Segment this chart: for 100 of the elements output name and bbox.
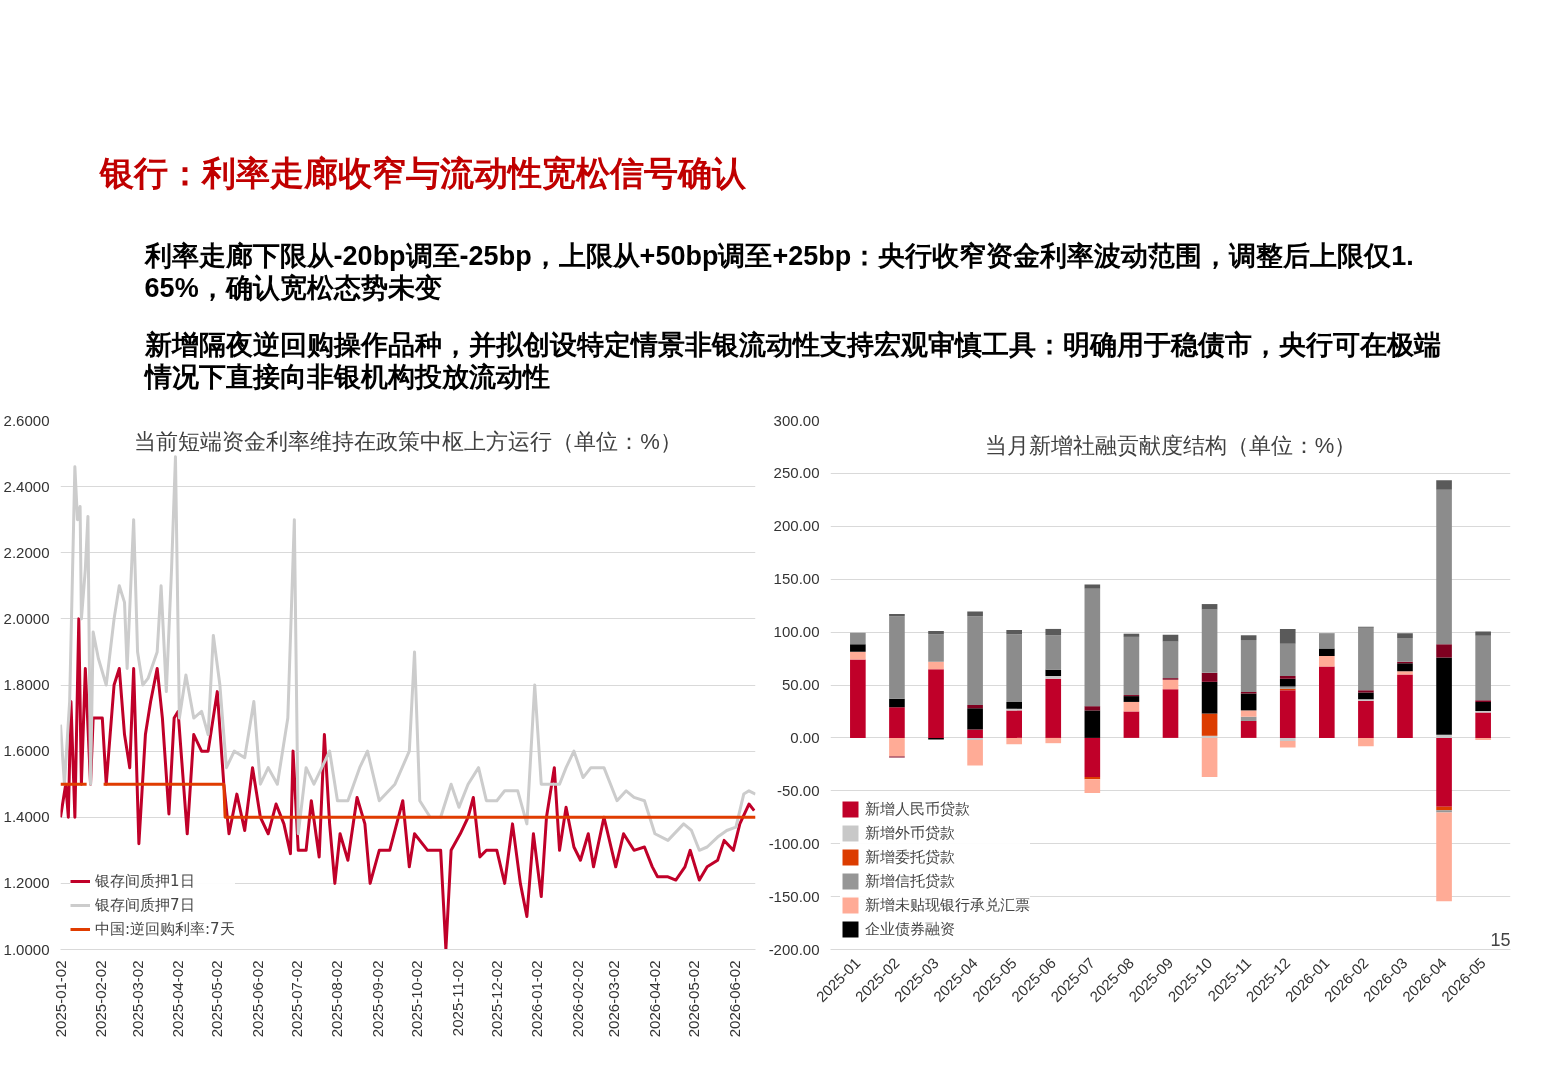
bar xyxy=(889,698,905,708)
bar xyxy=(967,616,983,706)
bar xyxy=(1279,676,1296,679)
bar xyxy=(1123,633,1140,637)
bar xyxy=(1358,627,1374,691)
x-tick-label: 2025-09-02 xyxy=(368,960,386,1038)
bar xyxy=(1084,779,1101,793)
x-tick-label: 2026-02-02 xyxy=(568,960,586,1038)
y-tick-label: -200.00 xyxy=(768,940,820,958)
x-tick-label: 2025-02-02 xyxy=(92,960,109,1038)
bar xyxy=(1319,666,1335,738)
bar xyxy=(1045,628,1062,636)
x-tick-label: 2025-04-02 xyxy=(169,960,187,1038)
bar xyxy=(1319,633,1335,649)
text: 银行：利率走廊收窄与流动性宽松信号确认 xyxy=(97,154,747,193)
bar xyxy=(850,659,866,738)
bar xyxy=(1006,710,1022,738)
bar xyxy=(1084,777,1101,780)
bar xyxy=(1240,693,1257,711)
bar xyxy=(1358,692,1374,700)
bar xyxy=(1045,737,1062,744)
bar xyxy=(1201,713,1218,736)
x-tick-label: 2026-04-02 xyxy=(645,960,663,1038)
bar xyxy=(1436,737,1452,807)
bar xyxy=(1240,710,1257,717)
bar xyxy=(1045,678,1062,738)
x-tick-label: 2026-03-02 xyxy=(605,960,623,1038)
bar xyxy=(850,651,866,660)
x-tick-label: 2026-06-02 xyxy=(725,960,743,1038)
bar xyxy=(928,634,944,662)
y-tick-label: 0.00 xyxy=(790,728,820,746)
legend-label: 银存间质押7日 xyxy=(95,895,195,915)
bar xyxy=(1436,812,1452,902)
line-series xyxy=(60,455,756,852)
bar xyxy=(1358,700,1374,738)
bar xyxy=(1475,712,1491,738)
bar xyxy=(1123,636,1140,696)
bar xyxy=(1475,631,1491,636)
y-tick-label: 50.00 xyxy=(781,676,820,693)
legend-label: 新增委托贷款 xyxy=(865,847,955,867)
bar xyxy=(1084,706,1101,711)
bar xyxy=(1279,628,1296,644)
bar xyxy=(928,661,944,670)
y-tick-label: 2.2000 xyxy=(3,543,50,561)
bar xyxy=(1162,634,1179,642)
bar xyxy=(1201,604,1218,610)
x-tick-label: 2025-08-02 xyxy=(328,960,346,1038)
legend-label: 新增未贴现银行承兑汇票 xyxy=(865,895,1030,915)
bar xyxy=(1084,584,1101,589)
bar xyxy=(1123,701,1140,712)
bar xyxy=(1475,737,1491,741)
x-tick-label: 2025-07-02 xyxy=(287,960,305,1038)
x-tick-label: 2025-11-02 xyxy=(448,960,466,1037)
bar xyxy=(1436,734,1452,738)
y-tick-label: 250.00 xyxy=(773,464,820,482)
bar xyxy=(1358,690,1374,693)
bar xyxy=(1201,672,1218,682)
bar xyxy=(889,616,905,699)
bar xyxy=(1436,810,1452,813)
bar xyxy=(1006,629,1022,635)
bar xyxy=(850,632,866,645)
bar xyxy=(1319,655,1335,667)
y-tick-label: 2.0000 xyxy=(3,609,50,627)
bar xyxy=(967,705,983,709)
bar xyxy=(1084,737,1101,778)
bar xyxy=(1123,696,1140,702)
y-tick-label: 2.4000 xyxy=(3,477,50,495)
bar xyxy=(1123,711,1140,738)
x-tick-label: 2025-06-02 xyxy=(248,960,266,1038)
bar xyxy=(1436,489,1452,645)
bar xyxy=(1397,663,1413,672)
y-tick-label: 2.6000 xyxy=(3,411,50,429)
bar xyxy=(1162,689,1179,738)
bar xyxy=(967,737,983,741)
bar xyxy=(1045,676,1062,679)
text: 当月新增社融贡献度结构（单位：%） xyxy=(984,432,1357,458)
bar xyxy=(1279,741,1296,748)
y-tick-label: -150.00 xyxy=(768,887,820,905)
bar xyxy=(850,644,866,652)
line-series xyxy=(60,617,756,950)
bar xyxy=(889,737,905,757)
x-tick-label: 2025-01-02 xyxy=(51,960,69,1038)
legend-label: 企业债券融资 xyxy=(865,919,955,939)
bar xyxy=(1397,633,1413,638)
bar xyxy=(1358,737,1374,747)
bar xyxy=(1201,735,1218,738)
bar xyxy=(1475,635,1491,701)
bar xyxy=(1436,657,1452,735)
bar xyxy=(1084,588,1101,707)
x-tick-label: 2025-10-02 xyxy=(408,960,426,1038)
bar xyxy=(1045,635,1062,670)
bar xyxy=(967,611,983,617)
bar xyxy=(1201,681,1218,714)
bar xyxy=(1240,716,1257,721)
bar xyxy=(1279,737,1296,742)
legend-label: 新增信托贷款 xyxy=(865,871,955,891)
bar xyxy=(1006,634,1022,702)
bar xyxy=(1240,640,1257,692)
bar xyxy=(1436,644,1452,658)
y-tick-label: 200.00 xyxy=(773,517,820,535)
